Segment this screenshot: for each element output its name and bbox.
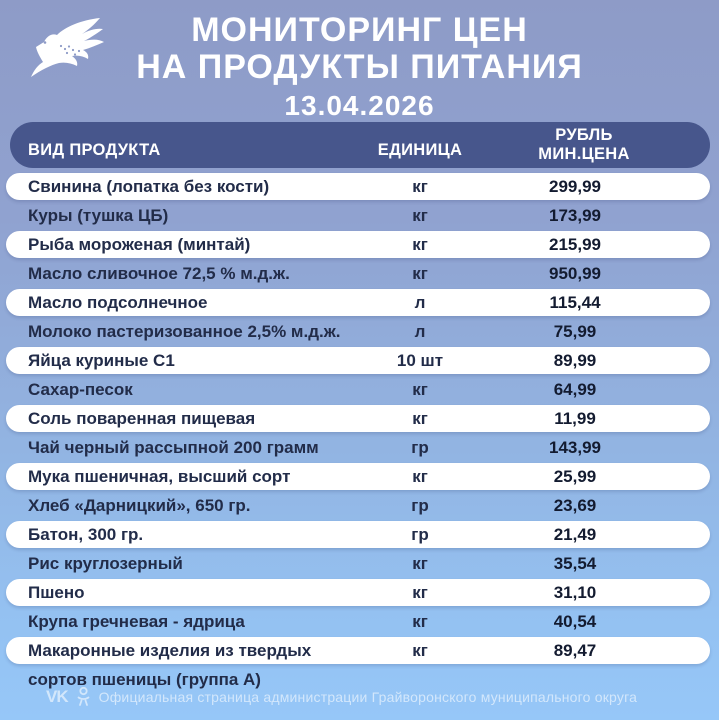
price-cell: 115,44 — [549, 293, 601, 312]
table-body: Свинина (лопатка без кости) кг 299,99 Куры … — [0, 172, 719, 689]
price-cell: 89,99 — [553, 351, 597, 370]
product-name: Мука пшеничная, высший сорт — [28, 467, 291, 486]
unit-cell: кг — [412, 612, 428, 631]
unit-cell: л — [414, 322, 426, 341]
footer-caption: Официальная страница администрации Грайв… — [98, 689, 638, 705]
price-cell: 143,99 — [549, 438, 601, 457]
product-name: Пшено — [28, 583, 85, 602]
price-cell: 75,99 — [553, 322, 597, 341]
price-cell: 299,99 — [549, 177, 601, 196]
product-name: Масло сливочное 72,5 % м.д.ж. — [28, 264, 290, 283]
product-name: Куры (тушка ЦБ) — [28, 206, 169, 225]
ok-icon — [77, 687, 90, 707]
product-name: Свинина (лопатка без кости) — [28, 177, 270, 196]
price-cell: 215,99 — [549, 235, 601, 254]
product-name: Масло подсолнечное — [28, 293, 208, 312]
product-name: Батон, 300 гр. — [28, 525, 144, 544]
price-cell: 23,69 — [553, 496, 597, 515]
unit-cell: кг — [412, 206, 428, 225]
table-row: Пшено кг 31,10 — [0, 578, 719, 607]
title-line-2: НА ПРОДУКТЫ ПИТАНИЯ — [136, 48, 583, 86]
unit-cell: кг — [412, 235, 428, 254]
price-cell: 950,99 — [549, 264, 601, 283]
product-name: Рыба мороженая (минтай) — [28, 235, 251, 254]
product-name: Крупа гречневая - ядрица — [28, 612, 245, 631]
price-cell: 64,99 — [553, 380, 597, 399]
table-row: Куры (тушка ЦБ) кг 173,99 — [0, 201, 719, 230]
product-name: Сахар-песок — [28, 380, 133, 399]
unit-cell: кг — [412, 641, 428, 660]
price-cell: 11,99 — [554, 409, 596, 428]
price-cell: 31,10 — [553, 583, 597, 602]
footer: VK Официальная страница администрации Гр… — [46, 683, 706, 711]
date: 13.04.2026 — [284, 90, 435, 121]
unit-cell: кг — [412, 380, 428, 399]
table-row: Макаронные изделия из твердых сортов пшен… — [0, 636, 719, 689]
title-line-1: МОНИТОРИНГ ЦЕН — [191, 11, 528, 49]
price-cell: 35,54 — [553, 554, 597, 573]
vk-icon: VK — [46, 687, 69, 706]
table-row: Масло подсолнечное л 115,44 — [0, 288, 719, 317]
table-row: Рыба мороженая (минтай) кг 215,99 — [0, 230, 719, 259]
table-row: Сахар-песок кг 64,99 — [0, 375, 719, 404]
table-row: Молоко пастеризованное 2,5% м.д.ж. л 75,99 — [0, 317, 719, 346]
table-row: Батон, 300 гр. гр 21,49 — [0, 520, 719, 549]
product-name: Рис круглозерный — [28, 554, 183, 573]
price-cell: 40,54 — [553, 612, 597, 631]
product-name: Чай черный рассыпной 200 грамм — [28, 438, 319, 457]
unit-cell: гр — [411, 438, 429, 457]
price-cell: 89,47 — [553, 641, 597, 660]
unit-cell: гр — [411, 496, 429, 515]
unit-cell: кг — [412, 409, 428, 428]
product-name-line2: сортов пшеницы (группа А) — [28, 670, 261, 689]
table-row: Хлеб «Дарницкий», 650 гр. гр 23,69 — [0, 491, 719, 520]
table-row: Крупа гречневая - ядрица кг 40,54 — [0, 607, 719, 636]
unit-cell: кг — [412, 583, 428, 602]
bird-logo — [30, 18, 112, 98]
product-name: Соль поваренная пищевая — [28, 409, 256, 428]
unit-cell: 10 шт — [396, 351, 444, 370]
table-row: Масло сливочное 72,5 % м.д.ж. кг 950,99 — [0, 259, 719, 288]
unit-cell: кг — [412, 264, 428, 283]
page-title: МОНИТОРИНГ ЦЕН НА ПРОДУКТЫ ПИТАНИЯ 13.04… — [0, 12, 719, 122]
product-name: Молоко пастеризованное 2,5% м.д.ж. — [28, 322, 341, 341]
unit-cell: кг — [412, 467, 428, 486]
product-name: Яйца куриные С1 — [28, 351, 175, 370]
column-header-price-line2: МИН.ЦЕНА — [538, 145, 630, 163]
column-header-price-line1: РУБЛЬ — [555, 126, 613, 144]
table-row: Яйца куриные С1 10 шт 89,99 — [0, 346, 719, 375]
column-header-unit: ЕДИНИЦА — [377, 141, 463, 159]
unit-cell: гр — [411, 525, 429, 544]
column-header-product: ВИД ПРОДУКТА — [28, 141, 161, 159]
price-cell: 21,49 — [553, 525, 597, 544]
table-row: Свинина (лопатка без кости) кг 299,99 — [0, 172, 719, 201]
unit-cell: л — [414, 293, 426, 312]
price-cell: 173,99 — [549, 206, 601, 225]
table-row: Чай черный рассыпной 200 грамм гр 143,99 — [0, 433, 719, 462]
unit-cell: кг — [412, 177, 428, 196]
product-name: Хлеб «Дарницкий», 650 гр. — [28, 496, 251, 515]
table-header: ВИД ПРОДУКТА ЕДИНИЦА РУБЛЬ МИН.ЦЕНА — [10, 122, 710, 168]
column-header-price: РУБЛЬ МИН.ЦЕНА — [504, 126, 664, 164]
price-cell: 25,99 — [553, 467, 597, 486]
table-row: Соль поваренная пищевая кг 11,99 — [0, 404, 719, 433]
table-row: Мука пшеничная, высший сорт кг 25,99 — [0, 462, 719, 491]
table-row: Рис круглозерный кг 35,54 — [0, 549, 719, 578]
product-name: Макаронные изделия из твердых — [28, 641, 312, 660]
unit-cell: кг — [412, 554, 428, 573]
